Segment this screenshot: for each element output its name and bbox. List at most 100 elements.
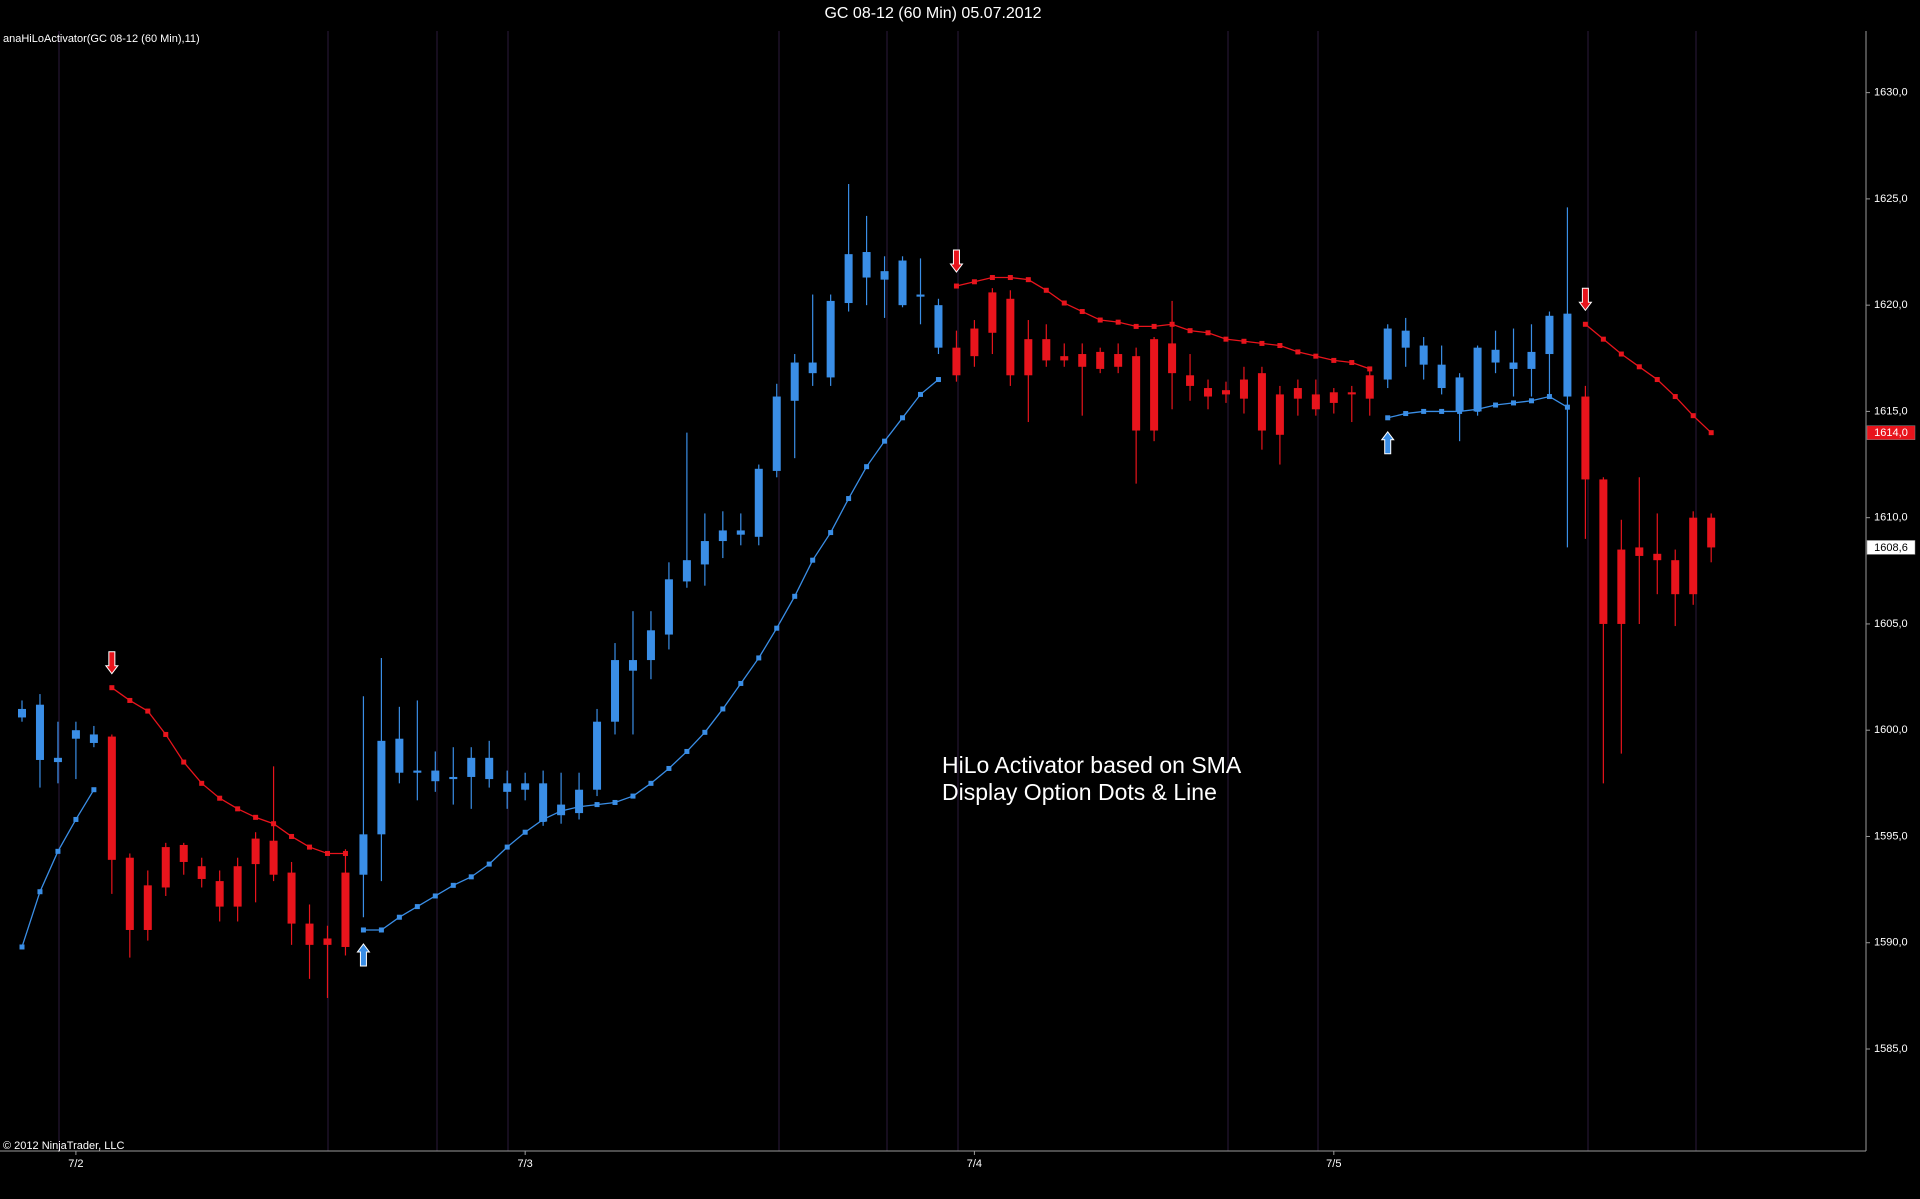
hilo-dot xyxy=(1493,402,1499,408)
candle-body xyxy=(485,757,494,780)
hilo-dot xyxy=(1564,404,1570,410)
hilo-dot xyxy=(307,844,313,850)
hilo-dot xyxy=(612,799,618,805)
signal-arrow xyxy=(356,943,371,967)
hilo-dot xyxy=(1169,321,1175,327)
hilo-dot xyxy=(253,814,259,820)
annotation: HiLo Activator based on SMA xyxy=(942,752,1242,778)
candle-body xyxy=(449,776,458,780)
hilo-dot xyxy=(774,625,780,631)
candle-body xyxy=(215,881,224,907)
candle-body xyxy=(395,738,404,773)
hilo-dot xyxy=(1528,398,1534,404)
candle-body xyxy=(1401,330,1410,348)
hilo-dot xyxy=(1007,275,1013,281)
candle-body xyxy=(952,347,961,376)
candle-body xyxy=(1096,351,1105,369)
hilo-dot xyxy=(1636,364,1642,370)
candle-body xyxy=(1617,549,1626,624)
candle-body xyxy=(664,579,673,635)
candle-body xyxy=(682,560,691,582)
hilo-dot xyxy=(1582,321,1588,327)
candle-body xyxy=(269,840,278,875)
hilo-dot xyxy=(522,829,528,835)
candle-body xyxy=(1491,349,1500,363)
hilo-dot xyxy=(1277,343,1283,349)
price-marker-label: 1614,0 xyxy=(1874,427,1908,439)
candle-body xyxy=(1150,339,1159,431)
price-marker-label: 1608,6 xyxy=(1874,542,1908,554)
candle-body xyxy=(1365,375,1374,399)
candle-body xyxy=(143,885,152,930)
x-tick-label: 7/3 xyxy=(518,1158,533,1170)
candle-body xyxy=(1042,339,1051,361)
candle-body xyxy=(718,530,727,542)
candle-body xyxy=(18,708,26,718)
hilo-dot xyxy=(1600,336,1606,342)
candle-body xyxy=(197,866,206,879)
candle-body xyxy=(1168,343,1177,374)
candle-body xyxy=(1293,388,1302,399)
candle-body xyxy=(1257,373,1266,431)
candle-body xyxy=(1707,517,1716,548)
candle-body xyxy=(1599,479,1608,624)
candle-body xyxy=(1347,392,1356,395)
candle-body xyxy=(53,757,62,763)
candle-body xyxy=(323,938,332,945)
hilo-dot xyxy=(953,283,959,289)
hilo-dot xyxy=(1259,340,1265,346)
hilo-dot xyxy=(1708,430,1714,436)
chart-title: GC 08-12 (60 Min) 05.07.2012 xyxy=(824,5,1041,22)
candle-body xyxy=(377,740,386,835)
hilo-dot xyxy=(504,844,510,850)
hilo-dot xyxy=(127,697,133,703)
candle-body xyxy=(1204,388,1213,397)
candle-body xyxy=(305,923,314,945)
hilo-dot xyxy=(630,793,636,799)
hilo-dot xyxy=(1223,336,1229,342)
candle-body xyxy=(539,783,548,822)
hilo-dot xyxy=(989,275,995,281)
hilo-dot xyxy=(558,808,564,814)
hilo-dot xyxy=(792,593,798,599)
hilo-dot xyxy=(1025,277,1031,283)
candle-body xyxy=(772,396,781,471)
candle-body xyxy=(934,305,943,348)
hilo-dot xyxy=(55,848,61,854)
hilo-dot xyxy=(1385,415,1391,421)
candle-body xyxy=(593,721,602,790)
hilo-line xyxy=(956,276,1370,370)
hilo-dot xyxy=(594,802,600,808)
hilo-dot xyxy=(1457,408,1463,414)
hilo-dot xyxy=(145,708,151,714)
hilo-dot xyxy=(486,861,492,867)
x-tick-label: 7/5 xyxy=(1326,1158,1341,1170)
y-tick-label: 1615,0 xyxy=(1874,405,1908,417)
hilo-dot xyxy=(935,377,941,383)
hilo-dot xyxy=(1133,323,1139,329)
hilo-dot xyxy=(1618,351,1624,357)
hilo-dot xyxy=(702,729,708,735)
hilo-dot xyxy=(235,806,241,812)
hilo-dot xyxy=(1043,287,1049,293)
hilo-dot xyxy=(1295,349,1301,355)
hilo-dot xyxy=(360,927,366,933)
candle-body xyxy=(1060,356,1069,361)
hilo-dot xyxy=(450,882,456,888)
candle-body xyxy=(287,872,296,924)
hilo-dot xyxy=(1205,330,1211,336)
price-marker xyxy=(1866,425,1916,440)
hilo-dot xyxy=(1187,328,1193,334)
candle-body xyxy=(431,770,440,782)
hilo-dot xyxy=(163,731,169,737)
candle-body xyxy=(467,757,476,777)
hilo-line xyxy=(1584,323,1712,434)
candle-body xyxy=(1221,390,1230,395)
candle-body xyxy=(862,252,871,278)
candle-body xyxy=(341,872,350,947)
signal-arrow xyxy=(949,249,964,273)
signal-arrow xyxy=(1380,430,1395,455)
hilo-dot xyxy=(432,893,438,899)
